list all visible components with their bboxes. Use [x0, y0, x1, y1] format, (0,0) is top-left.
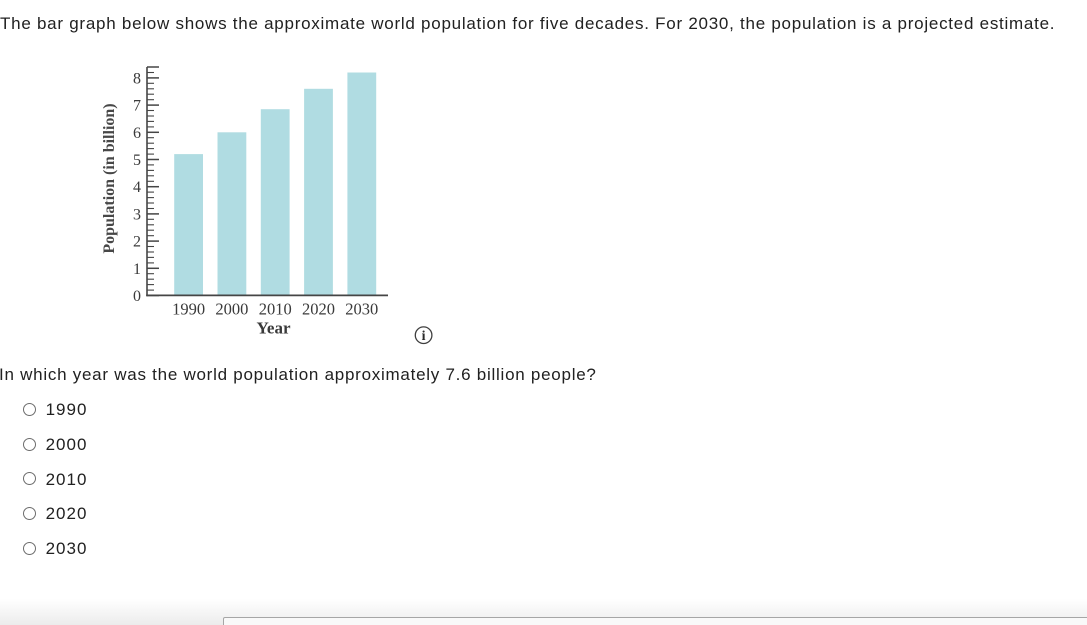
svg-text:2010: 2010 [259, 299, 292, 318]
svg-text:2020: 2020 [302, 299, 335, 318]
svg-text:i: i [422, 329, 426, 344]
svg-text:Year: Year [257, 319, 291, 338]
svg-text:5: 5 [133, 152, 141, 169]
svg-text:3: 3 [133, 206, 141, 223]
svg-text:2030: 2030 [345, 299, 378, 318]
svg-text:1990: 1990 [172, 299, 205, 318]
svg-text:4: 4 [133, 179, 141, 196]
svg-text:2: 2 [133, 234, 141, 251]
svg-text:7: 7 [133, 98, 141, 115]
svg-text:8: 8 [133, 70, 141, 87]
svg-text:2000: 2000 [215, 299, 248, 318]
svg-text:Population (in billion): Population (in billion) [101, 103, 118, 253]
svg-text:1: 1 [133, 261, 141, 278]
svg-text:6: 6 [133, 125, 141, 142]
svg-text:0: 0 [133, 288, 141, 305]
